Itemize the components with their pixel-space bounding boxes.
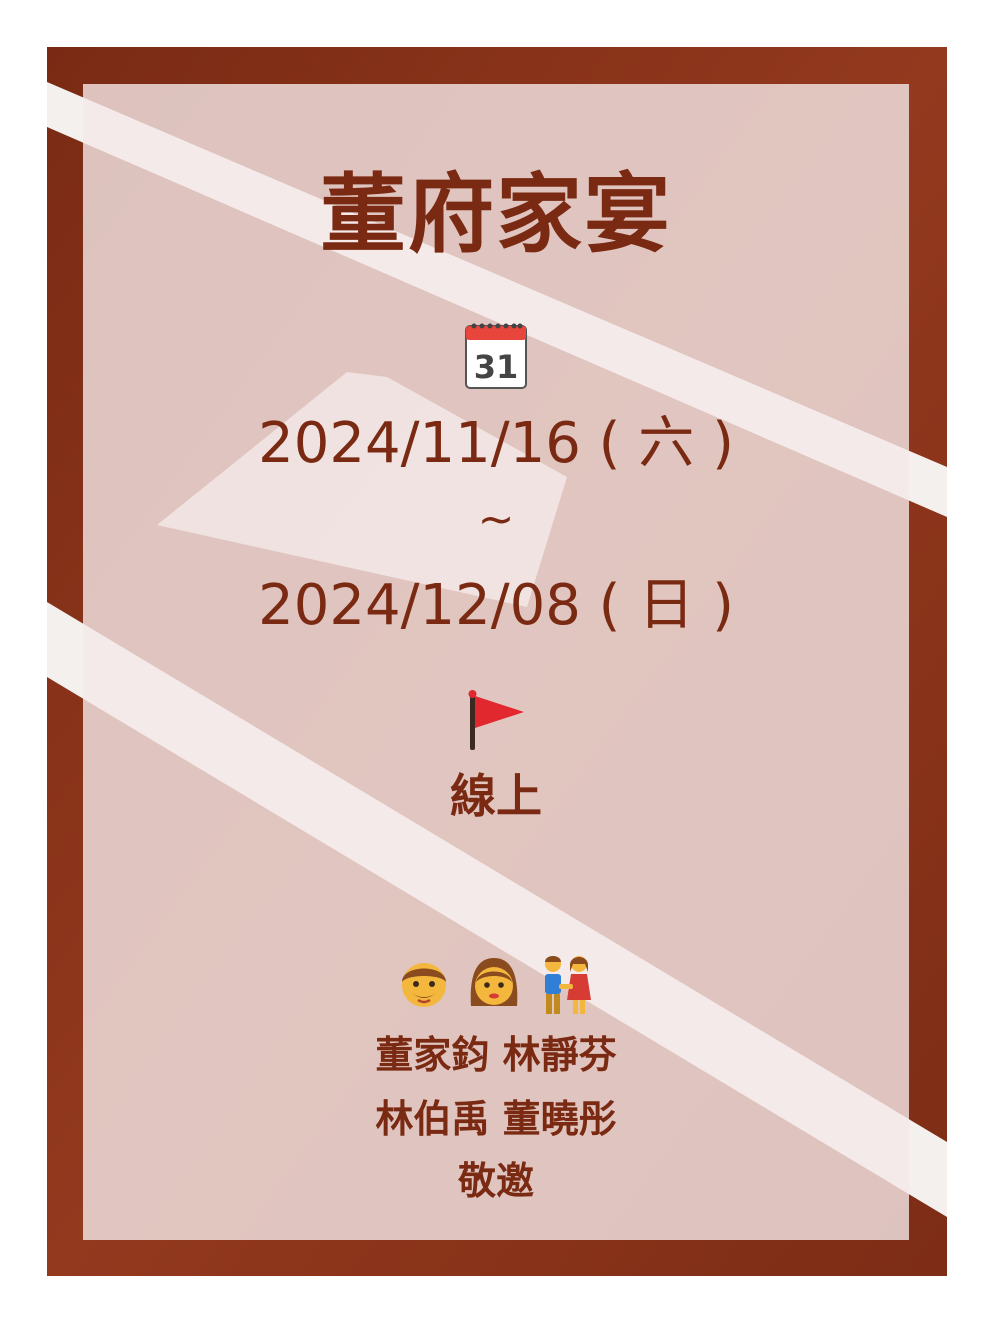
couple-holding-hands-icon	[545, 956, 591, 1014]
event-title: 董府家宴	[320, 165, 672, 265]
woman-icon	[470, 958, 518, 1006]
red-flag-icon	[468, 690, 524, 750]
start-date: 2024/11/16 ( 六 )	[258, 411, 734, 476]
hosts-line-2: 林伯禹 董曉彤	[375, 1097, 617, 1141]
hosts-line-1: 董家鈞 林靜芬	[375, 1033, 617, 1077]
calendar-icon-wrap: 31	[83, 320, 909, 390]
family-icons	[83, 954, 909, 1016]
calendar-icon: 31	[465, 323, 527, 389]
date-separator: ~	[477, 494, 515, 545]
svg-text:31: 31	[474, 348, 519, 386]
man-icon	[402, 963, 446, 1007]
hosts-line-3: 敬邀	[457, 1159, 534, 1203]
event-location: 線上	[450, 769, 542, 823]
flag-icon-wrap	[83, 690, 909, 752]
end-date: 2024/12/08 ( 日 )	[258, 573, 734, 638]
invitation-card: 董府家宴 31 2024/11/16 ( 六 ) ~ 2024/12/08 ( …	[83, 84, 909, 1240]
